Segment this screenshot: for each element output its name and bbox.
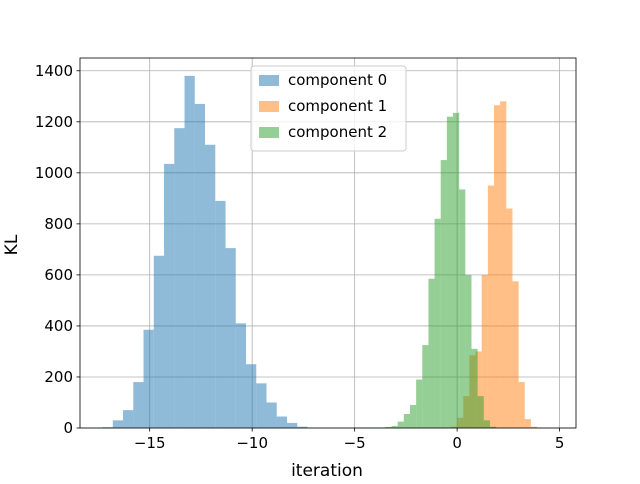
histogram-bar — [475, 351, 482, 428]
histogram-bar — [481, 274, 488, 428]
plot-frame — [79, 57, 577, 429]
histogram-bar — [530, 426, 538, 428]
legend-label: component 0 — [288, 71, 387, 89]
histogram-bar — [153, 255, 165, 428]
legend-swatch — [259, 101, 279, 112]
y-tick-label: 200 — [44, 368, 73, 386]
histogram-bar — [459, 189, 466, 428]
histogram-bar — [512, 281, 519, 428]
histogram-bar — [524, 419, 531, 428]
tick-marks: −15 −10 −5 0 5 0 200 400 600 800 1000 1200 1400 — [35, 62, 565, 452]
y-tick-label: 1200 — [35, 113, 73, 131]
histogram-bar — [428, 278, 435, 428]
histogram-bar — [174, 128, 185, 428]
histogram-bar — [477, 396, 484, 428]
histogram-bar — [143, 329, 154, 428]
axes — [79, 57, 577, 429]
x-tick-label: 5 — [555, 434, 565, 452]
legend-swatch — [259, 75, 279, 86]
histogram-bar — [440, 160, 447, 428]
histogram-bar — [494, 105, 501, 428]
histogram-bar — [133, 382, 144, 428]
x-tick-label: −10 — [236, 434, 268, 452]
histogram-bar — [276, 416, 288, 428]
y-tick-label: 0 — [63, 419, 73, 437]
histogram-bar — [434, 218, 441, 428]
histogram-bar — [506, 208, 513, 428]
histogram-bar — [487, 185, 495, 428]
histogram-bar — [422, 345, 429, 428]
histogram-bars — [102, 75, 538, 429]
legend-label: component 2 — [288, 123, 387, 141]
histogram-bar — [123, 410, 134, 428]
x-tick-label: −5 — [344, 434, 366, 452]
histogram-bar — [483, 420, 490, 428]
histogram-bar — [215, 200, 226, 428]
histogram-bar — [409, 405, 417, 428]
x-tick-label: 0 — [452, 434, 462, 452]
y-axis-label: KL — [2, 234, 22, 255]
series-2-bars — [354, 112, 497, 429]
y-tick-label: 400 — [44, 317, 73, 335]
y-tick-label: 1400 — [35, 62, 73, 80]
histogram-bar — [287, 422, 298, 428]
histogram-bar — [397, 421, 404, 428]
y-tick-label: 800 — [44, 215, 73, 233]
histogram-bar — [184, 75, 195, 429]
histogram-bar — [246, 364, 257, 428]
histogram-bar — [385, 426, 392, 428]
histogram-bar — [416, 379, 423, 428]
histogram-bar — [205, 144, 216, 429]
legend-swatch — [259, 127, 279, 138]
histogram-bar — [453, 112, 460, 429]
histogram-bar — [235, 323, 247, 428]
histogram-bar — [164, 163, 175, 428]
x-axis-label: iteration — [291, 461, 363, 480]
x-tick-label: −15 — [134, 434, 166, 452]
histogram-bar — [266, 402, 277, 428]
series-0-bars — [102, 75, 308, 429]
histogram-bar — [446, 116, 454, 429]
histogram-bar — [225, 248, 236, 428]
histogram-bar — [518, 382, 525, 428]
histogram-bar — [391, 425, 398, 428]
y-tick-label: 600 — [44, 266, 73, 284]
legend-label: component 1 — [288, 97, 387, 115]
histogram-bar — [465, 274, 472, 428]
histogram-bar — [194, 103, 206, 429]
legend: component 0 component 1 component 2 — [250, 65, 407, 152]
legend-box — [250, 65, 407, 152]
histogram-bar — [471, 348, 478, 428]
histogram-bar — [112, 420, 124, 428]
histogram-bar — [489, 426, 497, 428]
y-tick-label: 1000 — [35, 164, 73, 182]
histogram-bar — [256, 383, 267, 428]
histogram-bar — [500, 101, 507, 429]
histogram-bar — [297, 426, 308, 428]
histogram-bar — [403, 413, 410, 428]
